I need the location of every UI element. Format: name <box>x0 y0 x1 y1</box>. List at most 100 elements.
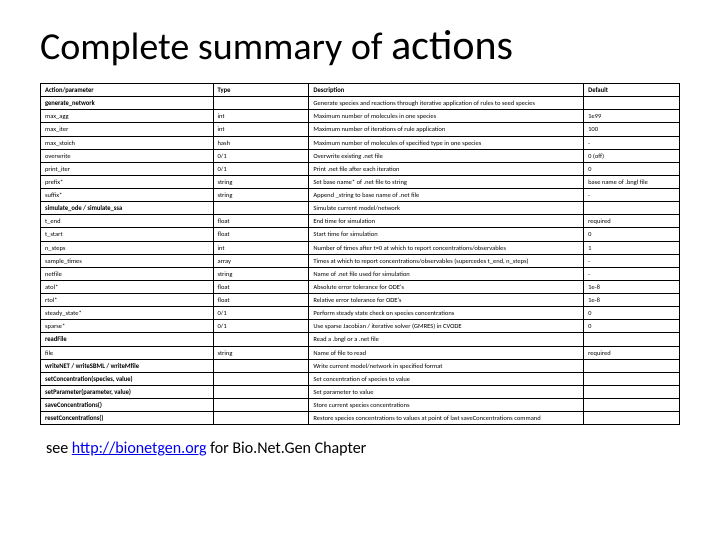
table-cell: n_steps <box>41 241 214 254</box>
table-cell: simulate_ode / simulate_ssa <box>41 202 214 215</box>
table-cell: string <box>213 267 309 280</box>
table-row: writeNET / writeSBML / writeMfileWrite c… <box>41 359 680 372</box>
title-text-1: Complete summary of <box>40 24 391 70</box>
table-cell: steady_state* <box>41 307 214 320</box>
table-row: max_aggintMaximum number of molecules in… <box>41 110 680 123</box>
header-type: Type <box>213 84 309 97</box>
table-cell: 0/1 <box>213 320 309 333</box>
table-cell: Absolute error tolerance for ODE's <box>309 280 584 293</box>
table-cell: Set base name* of .net file to string <box>309 175 584 188</box>
table-cell: max_stoich <box>41 136 214 149</box>
table-row: suffix*stringAppend _string to base name… <box>41 189 680 202</box>
table-cell: int <box>213 110 309 123</box>
table-row: max_iterintMaximum number of iterations … <box>41 123 680 136</box>
table-cell: End time for simulation <box>309 215 584 228</box>
table-cell: int <box>213 241 309 254</box>
table-cell: setConcentration(species, value) <box>41 372 214 385</box>
table-cell: Relative error tolerance for ODE's <box>309 294 584 307</box>
table-cell: 0 <box>584 307 680 320</box>
table-cell: - <box>584 189 680 202</box>
table-cell: array <box>213 254 309 267</box>
table-cell: setParameter(parameter, value) <box>41 385 214 398</box>
table-cell <box>584 399 680 412</box>
table-cell: 0 <box>584 228 680 241</box>
table-cell: t_end <box>41 215 214 228</box>
table-cell: Overwrite existing .net file <box>309 149 584 162</box>
table-cell <box>213 399 309 412</box>
table-cell: Maximum number of molecules of specified… <box>309 136 584 149</box>
table-row: resetConcentrations()Restore species con… <box>41 412 680 425</box>
table-cell <box>213 359 309 372</box>
table-cell: 1e99 <box>584 110 680 123</box>
table-row: setConcentration(species, value) Set conc… <box>41 372 680 385</box>
table-cell <box>584 202 680 215</box>
table-row: n_stepsintNumber of times after t=0 at w… <box>41 241 680 254</box>
header-action: Action/parameter <box>41 84 214 97</box>
table-cell: Set concentration of species to value <box>309 372 584 385</box>
table-cell <box>584 333 680 346</box>
footer-link[interactable]: http://bionetgen.org <box>72 439 207 458</box>
table-cell: Maximum number of molecules in one speci… <box>309 110 584 123</box>
table-row: max_stoichhashMaximum number of molecule… <box>41 136 680 149</box>
table-row: setParameter(parameter, value) Set parame… <box>41 385 680 398</box>
table-cell <box>213 333 309 346</box>
table-cell: writeNET / writeSBML / writeMfile <box>41 359 214 372</box>
table-cell: float <box>213 215 309 228</box>
table-row: saveConcentrations()Store current specie… <box>41 399 680 412</box>
table-cell: string <box>213 346 309 359</box>
table-row: generate_networkGenerate species and rea… <box>41 97 680 110</box>
table-cell: resetConcentrations() <box>41 412 214 425</box>
slide-title: Complete summary of actions <box>40 20 680 71</box>
table-cell: overwrite <box>41 149 214 162</box>
table-cell: 0/1 <box>213 307 309 320</box>
table-cell: readFile <box>41 333 214 346</box>
table-cell: base name of .bngl file <box>584 175 680 188</box>
table-cell: sparse* <box>41 320 214 333</box>
actions-table: Action/parameter Type Description Defaul… <box>40 83 680 425</box>
table-cell: string <box>213 189 309 202</box>
table-cell: - <box>584 254 680 267</box>
table-row: prefix*stringSet base name* of .net file… <box>41 175 680 188</box>
table-cell <box>213 372 309 385</box>
table-row: atol*floatAbsolute error tolerance for O… <box>41 280 680 293</box>
table-cell: 1e-8 <box>584 280 680 293</box>
table-cell: rtol* <box>41 294 214 307</box>
title-text-2: actions <box>391 20 513 71</box>
table-row: netfilestringName of .net file used for … <box>41 267 680 280</box>
table-cell: Read a .bngl or a .net file <box>309 333 584 346</box>
table-cell <box>584 372 680 385</box>
table-cell: 0 (off) <box>584 149 680 162</box>
table-cell: 1 <box>584 241 680 254</box>
table-cell: Perform steady state check on species co… <box>309 307 584 320</box>
footer-prefix: see <box>46 439 72 458</box>
table-cell <box>584 385 680 398</box>
footer-suffix: for Bio.Net.Gen Chapter <box>207 439 367 458</box>
table-cell <box>584 359 680 372</box>
table-cell: max_iter <box>41 123 214 136</box>
table-cell <box>213 412 309 425</box>
table-cell <box>584 412 680 425</box>
table-cell: Maximum number of iterations of rule app… <box>309 123 584 136</box>
table-cell: float <box>213 228 309 241</box>
table-cell: t_start <box>41 228 214 241</box>
table-cell <box>213 385 309 398</box>
header-default: Default <box>584 84 680 97</box>
table-cell: Print .net file after each iteration <box>309 162 584 175</box>
table-cell: - <box>584 136 680 149</box>
table-cell: saveConcentrations() <box>41 399 214 412</box>
table-cell: Start time for simulation <box>309 228 584 241</box>
table-row: steady_state*0/1Perform steady state che… <box>41 307 680 320</box>
table-cell: 0 <box>584 162 680 175</box>
table-cell: Set parameter to value <box>309 385 584 398</box>
table-row: t_endfloatEnd time for simulationrequire… <box>41 215 680 228</box>
table-cell: required <box>584 215 680 228</box>
table-cell: Number of times after t=0 at which to re… <box>309 241 584 254</box>
table-cell: Times at which to report concentrations/… <box>309 254 584 267</box>
table-cell: 0/1 <box>213 149 309 162</box>
table-cell: file <box>41 346 214 359</box>
table-cell: required <box>584 346 680 359</box>
table-cell: 1e-8 <box>584 294 680 307</box>
table-row: simulate_ode / simulate_ssaSimulate curr… <box>41 202 680 215</box>
table-cell: sample_times <box>41 254 214 267</box>
table-row: sparse*0/1Use sparse Jacobian / iterativ… <box>41 320 680 333</box>
